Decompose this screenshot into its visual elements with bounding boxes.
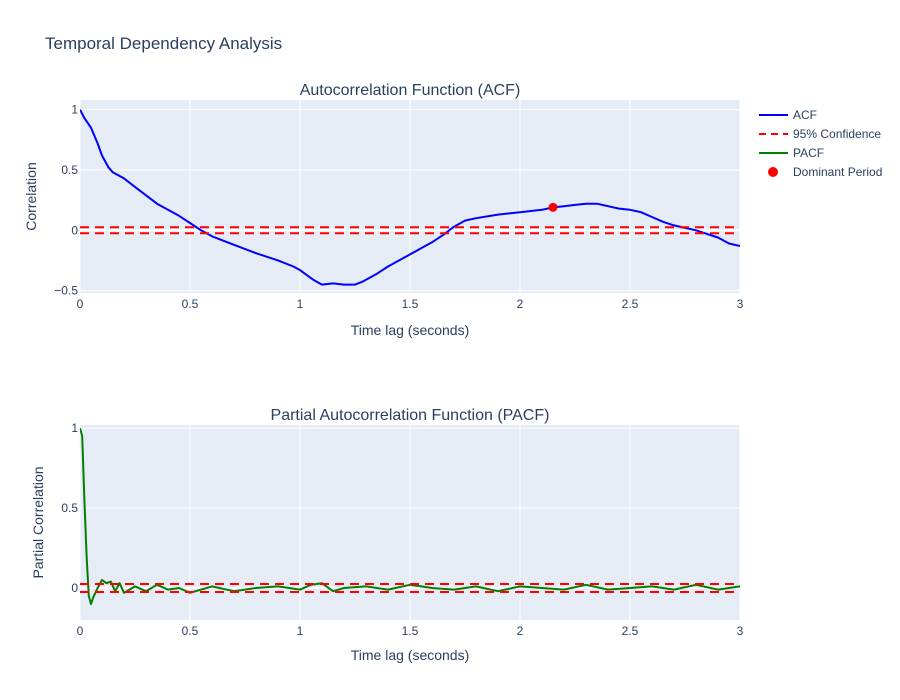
legend-item: 95% Confidence <box>759 127 881 141</box>
pacf-y-tick-label: 0.5 <box>61 501 78 515</box>
legend-item: ACF <box>759 108 817 122</box>
legend-item: Dominant Period <box>768 165 882 179</box>
pacf-x-axis-title: Time lag (seconds) <box>351 647 470 663</box>
legend-swatch-marker <box>768 167 778 177</box>
acf-series-line <box>80 109 740 286</box>
pacf-x-tick-label: 1 <box>297 624 304 638</box>
acf-y-tick-label: 1 <box>71 103 78 117</box>
acf-x-tick-label: 3 <box>737 297 744 311</box>
pacf-x-tick-label: 2.5 <box>622 624 639 638</box>
legend-label: PACF <box>793 146 824 160</box>
pacf-x-tick-label: 2 <box>517 624 524 638</box>
acf-x-tick-label: 0 <box>77 297 84 311</box>
acf-x-tick-label: 2.5 <box>622 297 639 311</box>
acf-series-group <box>80 109 740 286</box>
pacf-series-group <box>80 427 740 605</box>
figure-title: Temporal Dependency Analysis <box>45 34 283 53</box>
legend-label: 95% Confidence <box>793 127 881 141</box>
acf-y-axis-title: Correlation <box>23 162 39 230</box>
acf-y-tick-label: 0.5 <box>61 163 78 177</box>
pacf-y-axis-title: Partial Correlation <box>30 466 46 578</box>
pacf-y-tick-label: 0 <box>71 581 78 595</box>
acf-subplot-title: Autocorrelation Function (ACF) <box>300 82 521 99</box>
acf-x-tick-label: 1.5 <box>402 297 419 311</box>
pacf-x-tick-label: 1.5 <box>402 624 419 638</box>
legend-label: ACF <box>793 108 817 122</box>
acf-x-tick-label: 0.5 <box>182 297 199 311</box>
acf-y-tick-label: 0 <box>71 223 78 237</box>
pacf-x-tick-label: 3 <box>737 624 744 638</box>
pacf-subplot-title: Partial Autocorrelation Function (PACF) <box>271 407 550 424</box>
pacf-y-tick-label: 1 <box>71 421 78 435</box>
legend-label: Dominant Period <box>793 165 882 179</box>
dominant-period-marker <box>548 202 558 212</box>
pacf-x-tick-label: 0 <box>77 624 84 638</box>
pacf-panel: 0 0.5 1 1.5 2 2.5 3 0 0.5 1 Partial Autocorrelatio… <box>30 407 744 663</box>
pacf-x-tick-label: 0.5 <box>182 624 199 638</box>
legend-item: PACF <box>759 146 824 160</box>
acf-x-axis-title: Time lag (seconds) <box>351 322 470 338</box>
acf-y-tick-label: −0.5 <box>54 284 78 298</box>
acf-x-tick-label: 2 <box>517 297 524 311</box>
legend: ACF 95% Confidence PACF Dominant Period <box>759 108 882 179</box>
acf-x-tick-label: 1 <box>297 297 304 311</box>
pacf-series-line <box>80 427 740 605</box>
